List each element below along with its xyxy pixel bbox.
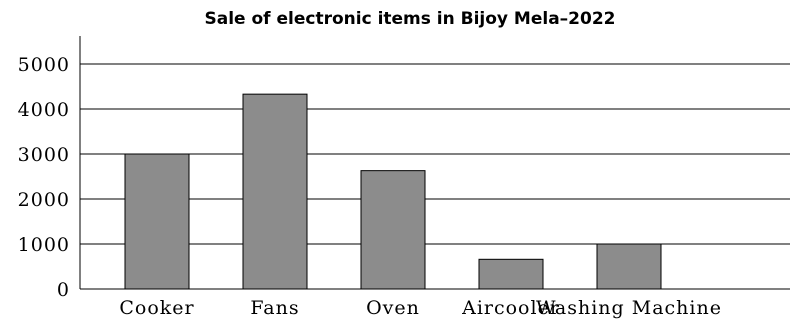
y-tick-label: 5000 xyxy=(18,54,70,76)
gridlines xyxy=(80,63,790,290)
y-tick-label: 1000 xyxy=(18,234,70,256)
x-category-label: Oven xyxy=(366,297,420,319)
bars xyxy=(124,93,662,290)
y-tick-label: 0 xyxy=(57,279,70,301)
y-axis-ticks: 0 1000 2000 3000 4000 5000 xyxy=(18,54,70,301)
x-category-label: Washing Machine xyxy=(536,297,722,319)
y-tick-label: 3000 xyxy=(18,144,70,166)
bar-cooker xyxy=(124,153,190,290)
y-tick-label: 4000 xyxy=(18,99,70,121)
bar-oven xyxy=(360,170,426,290)
x-category-label: Cooker xyxy=(119,297,194,319)
bar-washing-machine xyxy=(596,243,662,290)
chart-title: Sale of electronic items in Bijoy Mela–2… xyxy=(205,9,616,29)
x-category-label: Aircooler xyxy=(461,297,560,319)
y-tick-label: 2000 xyxy=(18,189,70,211)
x-category-label: Fans xyxy=(250,297,299,319)
bar-aircooler xyxy=(478,258,544,290)
bar-fans xyxy=(242,93,308,290)
